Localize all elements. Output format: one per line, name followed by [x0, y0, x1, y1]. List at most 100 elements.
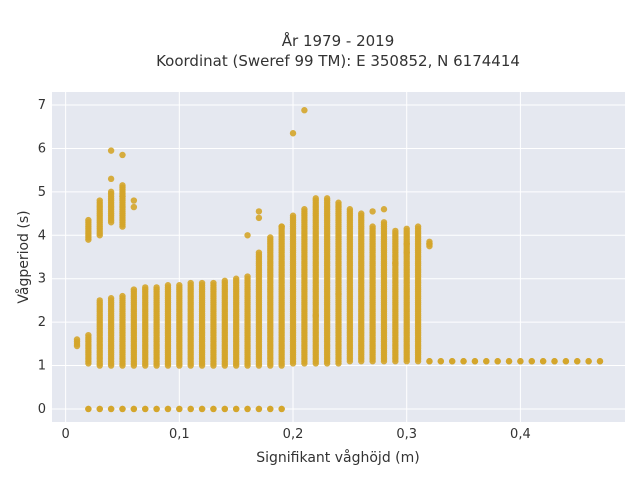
data-point: [176, 405, 183, 413]
data-point: [267, 234, 274, 241]
data-point: [130, 197, 138, 204]
data-point: [142, 405, 149, 413]
data-point: [119, 405, 126, 413]
data-point: [198, 405, 206, 413]
data-point: [380, 206, 388, 213]
y-tick-label: 2: [38, 315, 46, 330]
y-axis-label: Vågperiod (s): [15, 210, 32, 303]
data-point: [267, 405, 274, 413]
x-tick-label: 0: [62, 427, 70, 442]
data-point: [596, 358, 604, 365]
data-point: [255, 208, 263, 215]
data-point: [107, 405, 115, 413]
data-point: [335, 199, 342, 206]
data-point: [312, 195, 319, 202]
data-point: [335, 290, 342, 298]
data-point: [392, 227, 399, 235]
data-point: [107, 175, 115, 183]
data-point: [96, 197, 103, 204]
data-point: [119, 193, 126, 200]
data-point: [312, 312, 319, 319]
data-point: [85, 405, 92, 413]
data-point: [153, 284, 160, 291]
data-point: [221, 405, 229, 413]
data-point: [426, 240, 433, 248]
data-point: [358, 210, 365, 217]
y-tick-label: 6: [38, 141, 46, 156]
data-point: [289, 130, 297, 137]
data-point: [301, 107, 308, 114]
y-tick-label: 1: [38, 359, 46, 374]
data-point: [460, 358, 467, 365]
data-point: [483, 358, 490, 365]
data-point: [96, 297, 103, 304]
data-point: [323, 195, 331, 202]
y-tick-label: 4: [38, 228, 46, 243]
y-tick-label: 5: [38, 185, 46, 200]
data-point: [164, 282, 172, 289]
data-point: [130, 405, 138, 413]
data-point: [96, 405, 103, 413]
data-point: [574, 358, 581, 365]
data-point: [528, 358, 535, 365]
data-point: [244, 273, 251, 280]
data-point: [414, 223, 422, 230]
data-point: [437, 358, 445, 365]
data-point: [130, 286, 138, 293]
data-point: [107, 188, 115, 196]
data-point: [107, 147, 115, 154]
x-tick-label: 0,2: [283, 427, 304, 442]
data-point: [278, 223, 285, 230]
data-point: [107, 295, 115, 302]
data-point: [278, 405, 285, 413]
x-tick-label: 0,4: [510, 427, 531, 442]
tick-labels: 0 0,1 0,2 0,3 0,4 0 1 2 3 4 5 6 7: [38, 98, 531, 442]
data-point: [551, 358, 558, 365]
data-point: [369, 208, 376, 215]
data-point: [198, 279, 206, 287]
data-point: [517, 358, 524, 365]
data-point: [392, 260, 399, 267]
data-point: [255, 214, 263, 222]
data-point: [585, 358, 592, 365]
data-point: [119, 292, 126, 300]
data-point: [221, 277, 229, 285]
data-points: [73, 107, 604, 413]
data-point: [232, 405, 240, 413]
data-point: [494, 358, 501, 365]
data-point: [448, 358, 456, 365]
data-point: [130, 203, 138, 211]
data-point: [244, 232, 251, 239]
data-point: [176, 282, 183, 289]
data-point: [164, 405, 172, 413]
data-point: [187, 279, 194, 287]
data-point: [119, 182, 126, 189]
data-point: [119, 151, 126, 159]
data-point: [255, 249, 263, 256]
data-point: [153, 405, 160, 413]
y-tick-label: 7: [38, 98, 46, 113]
data-point: [471, 358, 479, 365]
y-tick-label: 3: [38, 272, 46, 287]
data-point: [505, 358, 513, 365]
data-point: [346, 206, 354, 213]
data-point: [539, 358, 547, 365]
data-point: [369, 223, 376, 230]
data-point: [85, 216, 92, 224]
data-point: [210, 279, 217, 287]
data-point: [426, 358, 433, 365]
data-point: [403, 249, 410, 256]
x-axis-label: Signifikant våghöjd (m): [256, 449, 419, 466]
chart-title-line-2: Koordinat (Sweref 99 TM): E 350852, N 61…: [156, 52, 520, 70]
data-point: [142, 284, 149, 291]
y-tick-label: 0: [38, 402, 46, 417]
data-point: [289, 212, 297, 219]
data-point: [380, 219, 388, 226]
data-point: [187, 405, 194, 413]
data-point: [73, 336, 81, 343]
data-point: [244, 405, 251, 413]
data-point: [403, 225, 410, 232]
chart-title-line-1: År 1979 - 2019: [282, 31, 395, 50]
